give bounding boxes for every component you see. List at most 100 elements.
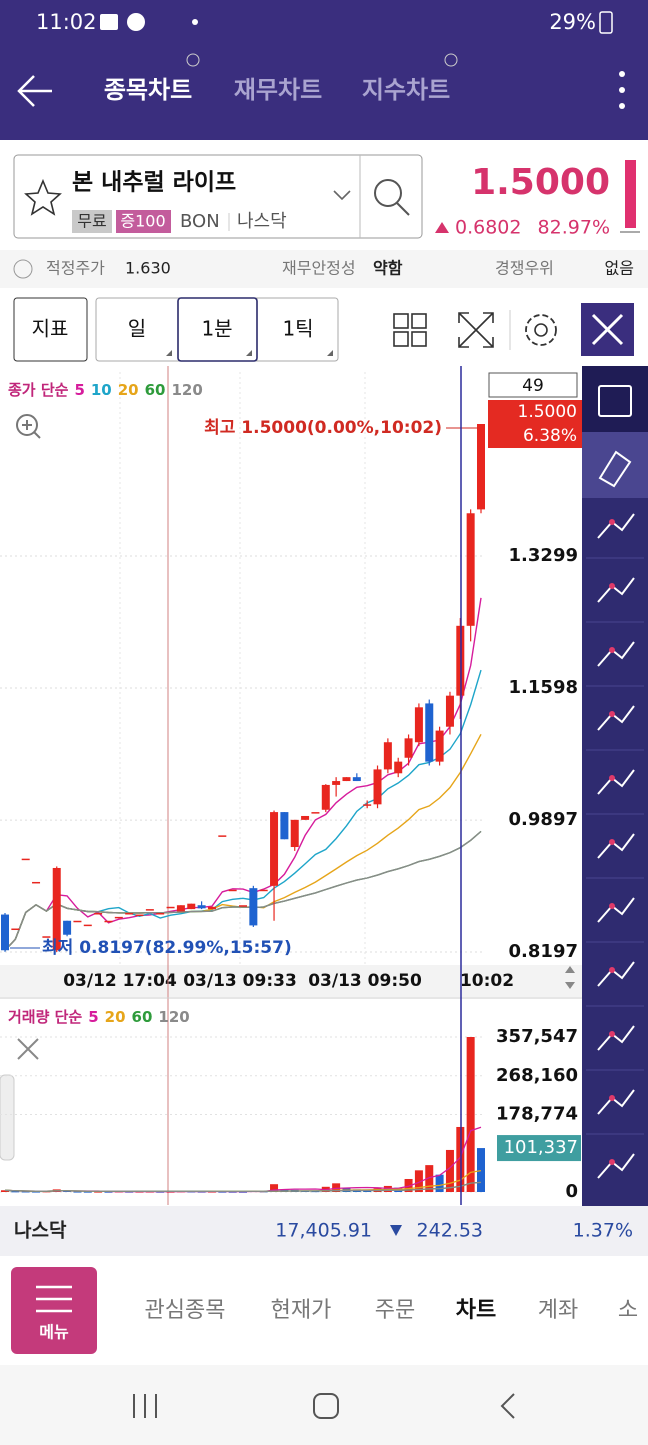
info-label: 재무안정성 (282, 259, 356, 278)
legend-entry: 60 (145, 381, 166, 399)
tab[interactable]: 재무차트 (234, 76, 322, 104)
nav-item[interactable]: 현재가 (271, 1298, 332, 1323)
candle-body (197, 905, 206, 909)
corner-marks (166, 350, 333, 356)
period-button[interactable]: 1틱 (282, 317, 313, 341)
candle-body (32, 881, 41, 884)
current-volume: 101,337 (504, 1137, 578, 1158)
legend-entry: 60 (132, 1008, 153, 1026)
tool-icon (609, 647, 615, 653)
nav-item[interactable]: 계좌 (538, 1298, 578, 1323)
candle-body (373, 769, 382, 805)
tag-bg (72, 210, 112, 233)
candle-body (94, 912, 103, 915)
settings-icon[interactable] (525, 314, 557, 346)
status-time: 11:02 (36, 10, 97, 34)
favorite-star[interactable] (24, 178, 62, 216)
chart: 0.8197 0.9897 1.1598 1.3299 03/12 17:04 03/13… (0, 366, 582, 1205)
market: 나스닥 (237, 211, 287, 232)
scroll-arrows[interactable] (565, 966, 575, 989)
tool-icon (597, 577, 635, 603)
legend-entry: 20 (118, 381, 139, 399)
nav-item[interactable]: 주문 (375, 1298, 415, 1323)
candle-body (342, 777, 351, 782)
battery-icon (599, 11, 613, 34)
tool-icon (597, 641, 635, 667)
tool-icon (597, 1025, 635, 1051)
draw-tool[interactable] (582, 432, 648, 498)
tool-icon (597, 961, 635, 987)
x-tick-label: 03/12 17:04 (63, 971, 177, 991)
volume-bar (477, 1148, 485, 1192)
tab[interactable]: 지수차트 (362, 76, 450, 104)
system-nav (0, 1365, 648, 1445)
candle-body (228, 889, 237, 892)
volume-bar (445, 1149, 454, 1192)
tool-icon (609, 519, 615, 525)
legend-entry: 120 (158, 1008, 189, 1026)
index-value: 17,405.91 (275, 1220, 372, 1242)
period-selected[interactable] (177, 297, 258, 362)
y-tick-label: 1.1598 (509, 677, 578, 698)
period-button[interactable]: 일 (128, 317, 146, 341)
up-arrow (435, 222, 449, 233)
tab-active[interactable]: 종목차트 (104, 76, 192, 104)
volume-bar (332, 1183, 341, 1192)
legend-entry: 10 (91, 381, 112, 399)
indicator-button[interactable] (13, 297, 88, 362)
dropdown[interactable] (333, 190, 351, 201)
home[interactable] (313, 1393, 339, 1419)
candle-body (477, 424, 485, 510)
candle-body (435, 730, 444, 762)
close-volume[interactable] (17, 1038, 39, 1060)
candle-body (42, 936, 51, 938)
back-button[interactable] (17, 75, 52, 107)
candle-body (383, 742, 392, 770)
period-button[interactable]: 1분 (201, 317, 232, 341)
x-tick-label: 03/13 09:33 (183, 971, 297, 991)
tool-icon (609, 967, 615, 973)
candle-body (52, 867, 61, 951)
candle-body (363, 804, 372, 806)
more-button[interactable] (619, 71, 625, 109)
current-price: 1.5000 (518, 402, 577, 422)
volume-bar (83, 1191, 92, 1193)
candle-body (11, 928, 20, 931)
candle-body (104, 920, 113, 923)
candle-body (404, 738, 413, 758)
save-tool[interactable] (582, 366, 648, 432)
candle-body (176, 905, 185, 912)
legend-label: 거래량 단순 (8, 1008, 82, 1026)
zoom-in[interactable] (16, 414, 38, 436)
candle-body (414, 707, 423, 743)
layout-icon[interactable] (393, 313, 427, 347)
volume-tick-label: 357,547 (496, 1026, 578, 1047)
candle-body (83, 924, 92, 927)
recent-apps[interactable] (133, 1394, 157, 1418)
candle-body (145, 909, 154, 911)
candle-body (73, 920, 82, 923)
price-bar (625, 160, 636, 228)
side-tools (586, 450, 644, 1179)
legend-entry: 5 (88, 1008, 98, 1026)
back[interactable] (500, 1393, 515, 1419)
fullscreen-icon[interactable] (458, 312, 494, 348)
nav-item-active[interactable]: 차트 (456, 1298, 496, 1323)
volume-bar (11, 1191, 20, 1193)
top-box-label: 49 (522, 376, 544, 396)
search-icon[interactable] (374, 179, 402, 207)
side-handle[interactable] (0, 1074, 15, 1161)
candle-body (218, 835, 227, 837)
y-tick-label: 0.8197 (509, 941, 578, 962)
ma-line (4, 830, 482, 951)
legend: 거래량 단순 5 20 60 120 (8, 1008, 190, 1026)
menu-label: 메뉴 (39, 1323, 69, 1342)
volume-tick-label: 178,774 (496, 1104, 578, 1125)
index-change-pct: 1.37% (573, 1220, 633, 1242)
nav-item[interactable]: 관심종목 (145, 1298, 226, 1323)
help-icon[interactable] (13, 259, 33, 279)
info-value: 약함 (373, 259, 403, 278)
candle-body (445, 695, 454, 727)
low-annotation: 최저 0.8197(82.99%,15:57) (42, 938, 292, 958)
nav-item[interactable]: 소 (618, 1298, 638, 1323)
